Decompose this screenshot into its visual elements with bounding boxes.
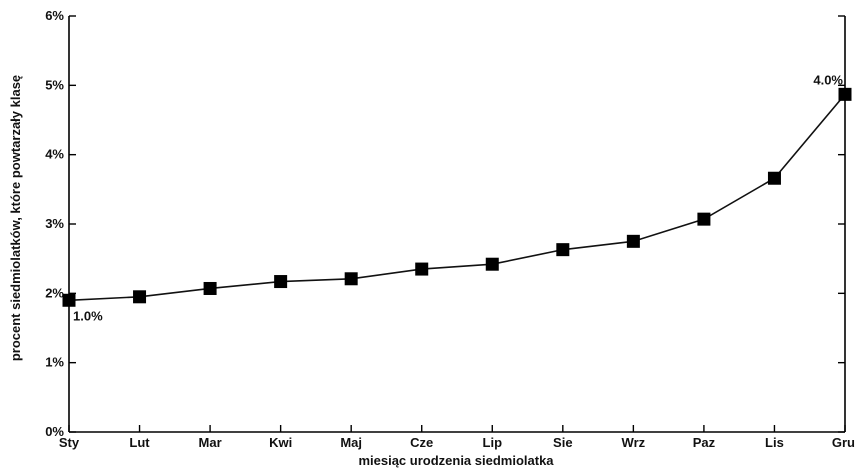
x-tick-label: Cze	[410, 435, 433, 450]
series-layer	[62, 87, 852, 307]
x-tick-label: Sie	[553, 435, 573, 450]
y-tick-label: 6%	[45, 8, 64, 23]
x-tick-label: Lis	[765, 435, 784, 450]
data-point-marker	[203, 281, 217, 295]
x-tick-label: Mar	[199, 435, 222, 450]
x-axis-ticks: Sty Lut Mar Kwi Maj Cze Lip Sie Wrz Paz Lis Gru	[59, 425, 855, 450]
data-point-marker	[556, 243, 570, 257]
annotation-layer: 1.0% 4.0%	[73, 72, 843, 323]
x-tick-label: Lut	[129, 435, 150, 450]
data-point-marker	[133, 290, 147, 304]
y-tick-label: 1%	[45, 355, 64, 370]
x-tick-label: Wrz	[622, 435, 646, 450]
x-axis-title: miesiąc urodzenia siedmiolatka	[358, 453, 554, 468]
x-tick-label: Sty	[59, 435, 80, 450]
data-point-marker	[485, 257, 499, 271]
y-tick-label: 5%	[45, 77, 64, 92]
y-axis-ticks: 0% 1% 2% 3% 4% 5% 6%	[45, 8, 845, 439]
data-point-marker	[274, 275, 288, 289]
data-annotation: 1.0%	[73, 308, 103, 323]
x-tick-label: Kwi	[269, 435, 292, 450]
data-point-marker	[626, 234, 640, 248]
data-point-marker	[62, 293, 76, 307]
y-tick-label: 3%	[45, 216, 64, 231]
data-point-marker	[344, 272, 358, 286]
x-tick-label: Gru	[832, 435, 855, 450]
y-tick-label: 4%	[45, 147, 64, 162]
data-point-marker	[415, 262, 429, 276]
x-tick-label: Paz	[693, 435, 716, 450]
series-line	[68, 93, 846, 302]
y-axis-title: procent siedmiolatków, które powtarzały …	[8, 75, 23, 361]
data-annotation: 4.0%	[813, 72, 843, 87]
x-tick-label: Maj	[340, 435, 362, 450]
data-point-marker	[767, 171, 781, 185]
data-point-marker	[838, 87, 852, 101]
data-point-marker	[697, 212, 711, 226]
plot-frame	[68, 16, 846, 433]
y-tick-label: 0%	[45, 424, 64, 439]
x-tick-label: Lip	[483, 435, 503, 450]
y-tick-label: 2%	[45, 285, 64, 300]
